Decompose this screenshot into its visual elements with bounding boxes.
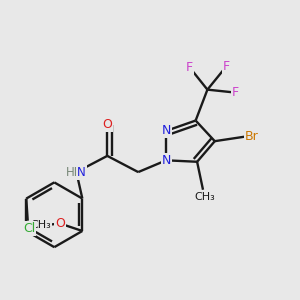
Text: F: F [223,60,230,73]
Text: CH₃: CH₃ [194,192,215,202]
Text: Br: Br [245,130,259,143]
Text: HN: HN [66,166,84,178]
Text: O: O [55,217,65,230]
Text: N: N [161,124,171,137]
Text: N: N [161,154,171,167]
Text: O: O [102,118,112,131]
Text: F: F [232,86,239,99]
Text: F: F [186,61,193,74]
Text: N: N [77,166,86,178]
Text: Cl: Cl [23,221,35,235]
Text: CH₃: CH₃ [30,220,51,230]
